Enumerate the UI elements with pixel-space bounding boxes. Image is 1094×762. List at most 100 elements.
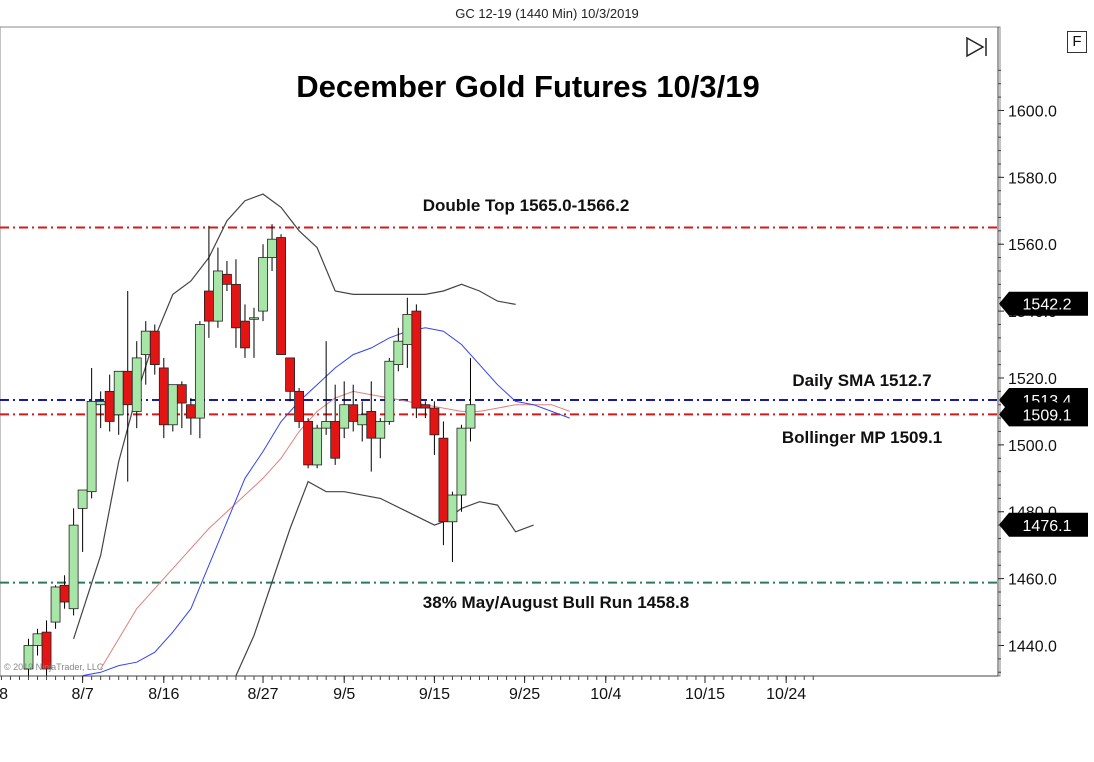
candle-body xyxy=(167,384,178,426)
chart-header: GC 12-19 (1440 Min) 10/3/2019 xyxy=(455,6,639,21)
x-tick-label: 10/24 xyxy=(766,686,806,703)
price-flag-label: 1476.1 xyxy=(1023,518,1072,535)
candle xyxy=(429,401,440,455)
candle-body xyxy=(366,411,377,439)
price-flag: 1542.2 xyxy=(999,291,1088,316)
candle xyxy=(68,508,79,616)
candle xyxy=(285,357,295,402)
candle-body xyxy=(312,427,323,466)
candle-body xyxy=(95,400,106,406)
candle-body xyxy=(222,273,232,285)
candle-body xyxy=(149,330,160,366)
candle xyxy=(59,575,70,609)
x-tick-label: 7/28 xyxy=(0,686,8,703)
candle xyxy=(321,341,332,435)
x-tick-label: 9/5 xyxy=(333,686,355,703)
candle xyxy=(384,357,395,425)
candle xyxy=(213,247,223,328)
annotation-bollinger-mp: Bollinger MP 1509.1 xyxy=(782,428,942,447)
candle-body xyxy=(77,489,88,509)
candle xyxy=(194,321,205,439)
y-tick-label: 1440.0 xyxy=(1008,639,1057,656)
candle-body xyxy=(285,357,295,392)
y-tick-label: 1600.0 xyxy=(1008,103,1057,120)
x-tick-label: 8/7 xyxy=(71,686,93,703)
candle-body xyxy=(276,237,286,355)
candle-body xyxy=(357,414,368,426)
candle-body xyxy=(23,645,34,670)
candle xyxy=(375,418,386,459)
candle xyxy=(447,491,458,562)
candle xyxy=(50,585,61,629)
candle xyxy=(267,224,277,271)
candle xyxy=(411,304,422,419)
candle xyxy=(222,260,232,292)
candle xyxy=(240,304,250,358)
candle xyxy=(258,244,268,322)
candle xyxy=(231,259,241,348)
f-button[interactable]: F xyxy=(1067,31,1087,53)
annotation-double-top: Double Top 1565.0-1566.2 xyxy=(423,196,630,215)
candle-body xyxy=(249,317,259,320)
candle xyxy=(276,234,286,355)
candlesticks xyxy=(23,224,476,676)
candle xyxy=(456,424,467,512)
annotation-daily-sma: Daily SMA 1512.7 xyxy=(792,371,931,390)
candle-body xyxy=(420,404,431,409)
bollinger-midline xyxy=(100,390,570,670)
price-flag-shape xyxy=(999,291,1088,316)
candle xyxy=(465,357,476,442)
candle-body xyxy=(32,633,43,646)
candle-body xyxy=(158,367,169,426)
y-tick-label: 1520.0 xyxy=(1008,371,1057,388)
y-tick-label: 1560.0 xyxy=(1008,237,1057,254)
candle-body xyxy=(447,494,458,523)
candle-body xyxy=(122,370,133,406)
x-axis-ticks: 7/28 8/7 8/16 8/27 9/5 9/15 9/25 10/4 10/15 10/24 xyxy=(0,676,814,703)
price-flag-label: 1542.2 xyxy=(1023,297,1072,314)
candle xyxy=(420,401,431,419)
candle-body xyxy=(185,404,196,419)
x-tick-label: 8/27 xyxy=(247,686,278,703)
candle-body xyxy=(86,400,97,493)
candle xyxy=(330,384,341,465)
candle-body xyxy=(50,586,61,623)
candle-body xyxy=(456,427,467,496)
y-tick-label: 1460.0 xyxy=(1008,572,1057,589)
chart-title: December Gold Futures 10/3/19 xyxy=(296,69,759,104)
candle xyxy=(294,388,305,429)
candle-body xyxy=(465,404,476,429)
candle xyxy=(438,421,449,546)
price-flag: 1509.1 xyxy=(999,402,1088,427)
candle-body xyxy=(294,390,305,422)
candle xyxy=(203,225,214,338)
candle xyxy=(32,628,43,656)
candle xyxy=(348,384,359,432)
candle xyxy=(23,638,34,676)
candle-body xyxy=(384,360,395,422)
candle xyxy=(176,381,187,429)
y-tick-label: 1580.0 xyxy=(1008,170,1057,187)
y-tick-label: 1500.0 xyxy=(1008,438,1057,455)
candle xyxy=(185,398,196,435)
price-flag: 1476.1 xyxy=(999,512,1088,537)
candle-body xyxy=(113,370,124,416)
x-tick-label: 8/16 xyxy=(148,686,179,703)
candle xyxy=(86,367,97,499)
x-tick-label: 9/15 xyxy=(419,686,450,703)
price-flag-shape xyxy=(999,402,1088,427)
candle-body xyxy=(231,283,241,329)
price-flag-label: 1509.1 xyxy=(1023,407,1072,424)
annotation-fib-38: 38% May/August Bull Run 1458.8 xyxy=(423,593,689,612)
candle-body xyxy=(59,584,70,603)
candle-body xyxy=(339,404,350,429)
candle-body xyxy=(393,340,404,366)
candle-body xyxy=(267,238,277,258)
scroll-to-end-icon[interactable] xyxy=(966,36,987,58)
candle-body xyxy=(68,524,79,610)
candle xyxy=(312,424,323,469)
candle xyxy=(149,324,160,375)
candle xyxy=(113,370,124,435)
